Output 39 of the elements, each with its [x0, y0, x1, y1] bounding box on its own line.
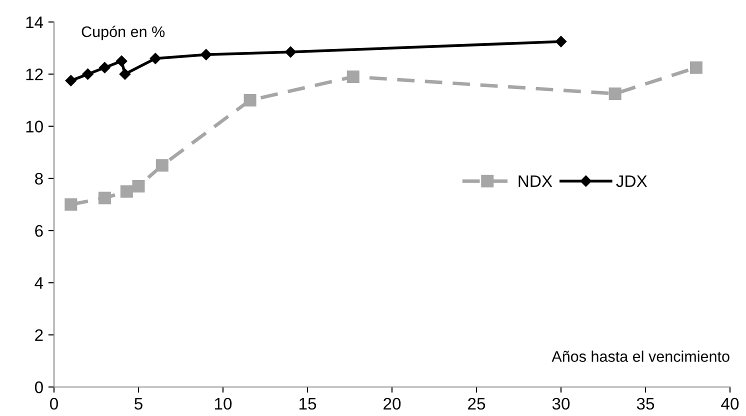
legend-label: NDX	[518, 175, 552, 187]
point	[82, 68, 94, 80]
point	[244, 94, 256, 106]
x-tick-label: 35	[636, 398, 654, 410]
y-tick-label: 14	[26, 16, 44, 28]
point	[346, 70, 360, 83]
point	[65, 75, 77, 86]
y-tick-label: 2	[35, 329, 43, 341]
y-tick-label: 0	[34, 381, 43, 394]
x-tick-label: 10	[215, 398, 232, 410]
x-tick-label: 40	[721, 398, 739, 410]
point	[64, 198, 78, 211]
y-axis-title: Cupón en %	[82, 26, 165, 40]
point	[200, 48, 212, 60]
y-tick-label: 8	[35, 172, 43, 185]
x-tick-label: 15	[300, 398, 316, 410]
point	[156, 159, 168, 172]
x-tick-label: 0	[50, 398, 58, 410]
point	[119, 68, 131, 80]
y-tick-label: 4	[34, 277, 44, 289]
x-axis-title: Años hasta el vencimiento	[552, 350, 730, 362]
point	[99, 62, 110, 74]
point	[284, 46, 296, 58]
point	[690, 61, 702, 74]
point	[555, 36, 567, 48]
x-tick-label: 30	[552, 398, 570, 410]
point	[98, 192, 111, 204]
x-tick-label: 5	[134, 398, 142, 410]
legend-label: JDX	[616, 175, 648, 188]
x-tick-label: 20	[384, 398, 401, 410]
point	[120, 185, 133, 198]
y-tick-label: 12	[26, 68, 43, 80]
point	[132, 180, 145, 192]
x-tick-label: 25	[468, 398, 486, 410]
point	[116, 56, 128, 67]
y-tick-label: 6	[35, 224, 43, 237]
y-tick-label: 10	[26, 120, 43, 132]
point	[608, 87, 622, 100]
point	[150, 52, 162, 64]
